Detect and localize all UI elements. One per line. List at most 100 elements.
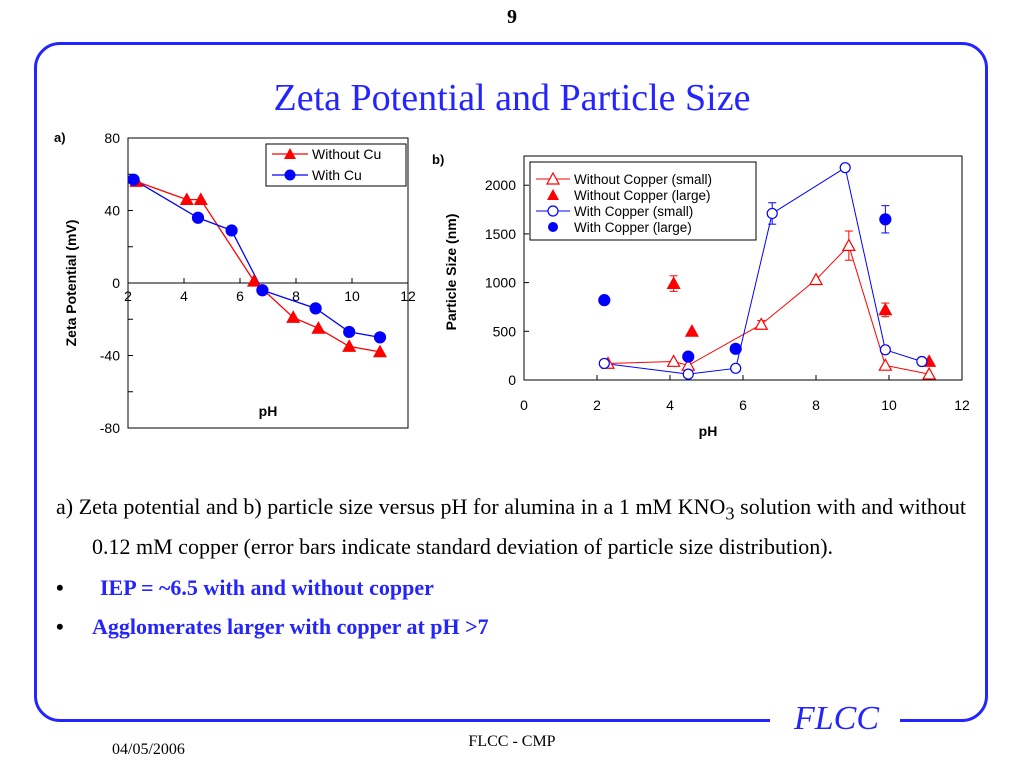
data-point-b-0 [878,358,893,371]
series-line-a-1 [133,179,381,339]
legend-label-a-0: Without Cu [312,146,381,162]
data-point-a-0 [342,339,357,352]
data-point-b-0 [841,238,856,252]
figure-caption: a) Zeta potential and b) particle size v… [56,490,966,643]
x-tick-label-b: 8 [812,397,820,413]
legend-b: Without Copper (small) Without Copper (l… [529,161,757,241]
legend-label-b-2: With Copper (small) [574,204,693,219]
data-point-a-0 [193,192,208,206]
x-tick-label-a: 2 [124,288,132,304]
bullet-item-1: • IEP = ~6.5 with and without copper [56,571,966,604]
x-axis-label-b: pH [699,423,718,439]
data-point-b-2 [839,162,851,174]
data-point-a-0 [286,310,301,323]
frame-gap [770,714,900,730]
x-tick-label-a: 8 [292,288,300,304]
data-point-b-0 [808,272,824,286]
legend-marker-b-3 [548,222,558,232]
y-tick-label-b: 500 [493,323,517,339]
data-point-b-1 [878,302,893,316]
data-point-b-2 [879,344,891,356]
legend-label-b-3: With Copper (large) [574,220,692,235]
caption-part1: a) Zeta potential and b) particle size v… [56,494,726,519]
y-tick-label-b: 1500 [485,226,516,242]
slide-number: 9 [507,6,517,28]
bullet-dot: • [56,575,64,601]
x-tick-label-a: 4 [180,288,188,304]
particle-size-chart: 0 2 4 6 8 10 12 0 500 1000 1500 2000 b) pH Particle… [432,152,970,439]
footer-center-text: FLCC - CMP [468,733,556,750]
x-tick-label-b: 2 [593,397,601,413]
footer-date: 04/05/2006 [112,741,185,758]
data-point-b-2 [766,207,778,220]
x-tick-label-b: 10 [881,397,897,413]
y-tick-label-b: 0 [508,372,516,388]
y-tick-label-a: 40 [104,203,120,219]
legend-marker-b-2 [547,205,559,217]
legend-a: Without Cu With Cu [265,143,407,187]
data-point-a-0 [311,321,326,334]
data-point-b-2 [598,357,610,370]
data-point-a-1 [373,331,387,344]
data-point-b-2 [916,355,928,368]
caption-part2: solution with and without 0.12 mM copper… [92,494,967,560]
y-tick-label-a: 80 [104,130,120,146]
data-point-a-0 [372,344,388,358]
legend-label-b-0: Without Copper (small) [574,172,712,187]
data-point-a-1 [343,325,356,339]
data-point-b-1 [684,324,699,337]
y-tick-label-a: -40 [100,348,120,364]
bullet-dot: • [56,614,64,640]
data-point-b-0 [922,366,937,380]
data-point-b-3 [598,294,611,307]
data-point-a-1 [256,284,269,297]
bullet-text-2: Agglomerates larger with copper at pH >7 [92,614,489,640]
data-point-b-3 [879,213,892,226]
data-point-a-0 [246,273,262,287]
x-tick-label-a: 10 [344,288,360,304]
slide-frame [34,42,988,722]
y-tick-label-a: 0 [112,275,120,291]
panel-label-a: a) [54,130,66,145]
x-tick-label-b: 6 [739,397,747,413]
x-tick-label-a: 6 [236,288,244,304]
x-tick-label-b: 0 [520,397,528,413]
y-tick-label-b: 2000 [485,177,516,193]
data-point-a-0 [179,192,194,206]
data-point-b-0 [754,317,769,330]
legend-marker-a-0 [284,148,296,159]
legend-label-a-1: With Cu [312,167,362,183]
data-point-b-0 [666,354,681,367]
flcc-logo: FLCC [794,700,880,737]
y-axis-label-a: Zeta Potential (mV) [63,220,79,347]
legend-marker-b-0 [545,171,561,185]
data-point-a-1 [225,224,238,237]
legend-marker-a-1 [284,169,296,181]
data-point-b-3 [729,342,742,355]
x-axis-label-a: pH [259,403,278,419]
slide-title: Zeta Potential and Particle Size [273,77,751,119]
caption-text: a) Zeta potential and b) particle size v… [56,490,966,563]
caption-subscript: 3 [725,503,735,524]
series-line-a-0 [136,180,381,353]
series-line-b-0 [607,244,930,375]
legend-label-b-1: Without Copper (large) [574,188,711,203]
data-point-b-1 [666,276,681,289]
x-tick-label-b: 12 [954,397,970,413]
y-tick-label-a: -80 [100,420,120,436]
bullet-text-1: IEP = ~6.5 with and without copper [100,575,434,601]
data-point-b-2 [682,368,694,380]
x-tick-label-b: 4 [666,397,674,413]
zeta-potential-chart: 2 4 6 8 10 12 80 40 0 -40 -80 a) pH Zeta Potential… [54,130,416,436]
data-point-a-1 [127,173,140,186]
legend-marker-b-1 [547,189,559,200]
y-axis-label-b: Particle Size (nm) [443,214,459,331]
data-point-b-2 [730,362,742,374]
data-point-a-1 [191,211,205,224]
x-tick-label-a: 12 [400,288,416,304]
data-point-b-3 [682,350,695,363]
y-tick-label-b: 1000 [485,275,516,291]
data-point-a-1 [309,302,322,315]
bullet-item-2: • Agglomerates larger with copper at pH >… [56,610,966,643]
panel-label-b: b) [432,152,444,167]
